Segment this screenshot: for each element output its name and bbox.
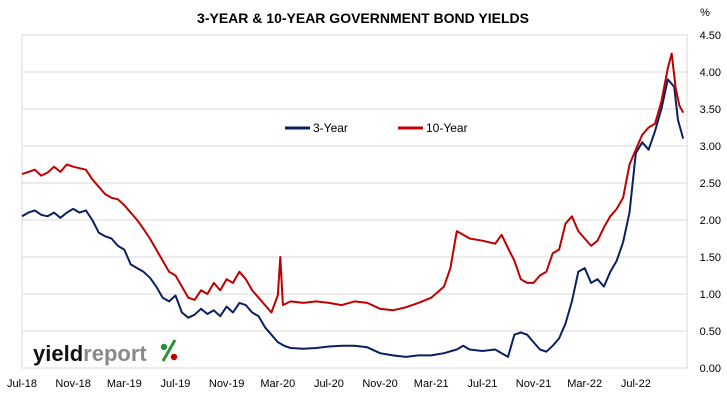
- y-tick-label-1: 0.50: [700, 326, 721, 338]
- x-tick-label-5: Mar-20: [260, 378, 295, 390]
- y-tick-label-7: 3.50: [700, 104, 721, 116]
- legend: 3-Year 10-Year: [285, 121, 468, 135]
- x-tick-label-8: Mar-21: [414, 378, 449, 390]
- grid-group: [22, 34, 687, 369]
- x-axis: Jul-18 Nov-18 Mar-19 Jul-19 Nov-19 Mar-20 Jul-…: [7, 378, 651, 390]
- x-tick-label-2: Mar-19: [107, 378, 142, 390]
- x-tick-label-12: Jul-22: [621, 378, 651, 390]
- x-tick-label-9: Jul-21: [467, 378, 497, 390]
- y-tick-label-2: 1.00: [700, 289, 721, 301]
- x-tick-label-1: Nov-18: [55, 378, 90, 390]
- y-tick-label-5: 2.50: [700, 178, 721, 190]
- y-axis: 0.00 0.50 1.00 1.50 2.00 2.50 3.00 3.50 4.00 4.50: [700, 30, 721, 375]
- series-line-10-year: [21, 52, 685, 314]
- logo-text-yield: yield: [33, 341, 83, 366]
- logo-percent-icon: [160, 339, 178, 362]
- series-line-3-year: [21, 78, 685, 358]
- x-tick-label-0: Jul-18: [7, 378, 37, 390]
- y-tick-label-3: 1.50: [700, 252, 721, 264]
- y-unit-label: %: [700, 7, 710, 19]
- y-tick-label-4: 2.00: [700, 215, 721, 227]
- y-tick-label-6: 3.00: [700, 141, 721, 153]
- logo-text-report: report: [83, 341, 147, 366]
- series-group: [21, 52, 685, 358]
- yieldreport-logo: yieldreport: [33, 339, 178, 366]
- logo-text: yieldreport: [33, 341, 147, 366]
- y-tick-label-8: 4.00: [700, 67, 721, 79]
- x-tick-label-3: Jul-19: [160, 378, 190, 390]
- legend-label-3-year: 3-Year: [313, 121, 348, 135]
- legend-label-10-year: 10-Year: [426, 121, 468, 135]
- y-tick-label-0: 0.00: [700, 363, 721, 375]
- x-tick-label-7: Nov-20: [362, 378, 397, 390]
- y-tick-label-9: 4.50: [700, 30, 721, 42]
- chart-title: 3-YEAR & 10-YEAR GOVERNMENT BOND YIELDS: [197, 10, 529, 26]
- x-tick-label-11: Mar-22: [567, 378, 602, 390]
- x-tick-label-6: Jul-20: [314, 378, 344, 390]
- x-tick-label-4: Nov-19: [209, 378, 244, 390]
- x-tick-label-10: Nov-21: [516, 378, 551, 390]
